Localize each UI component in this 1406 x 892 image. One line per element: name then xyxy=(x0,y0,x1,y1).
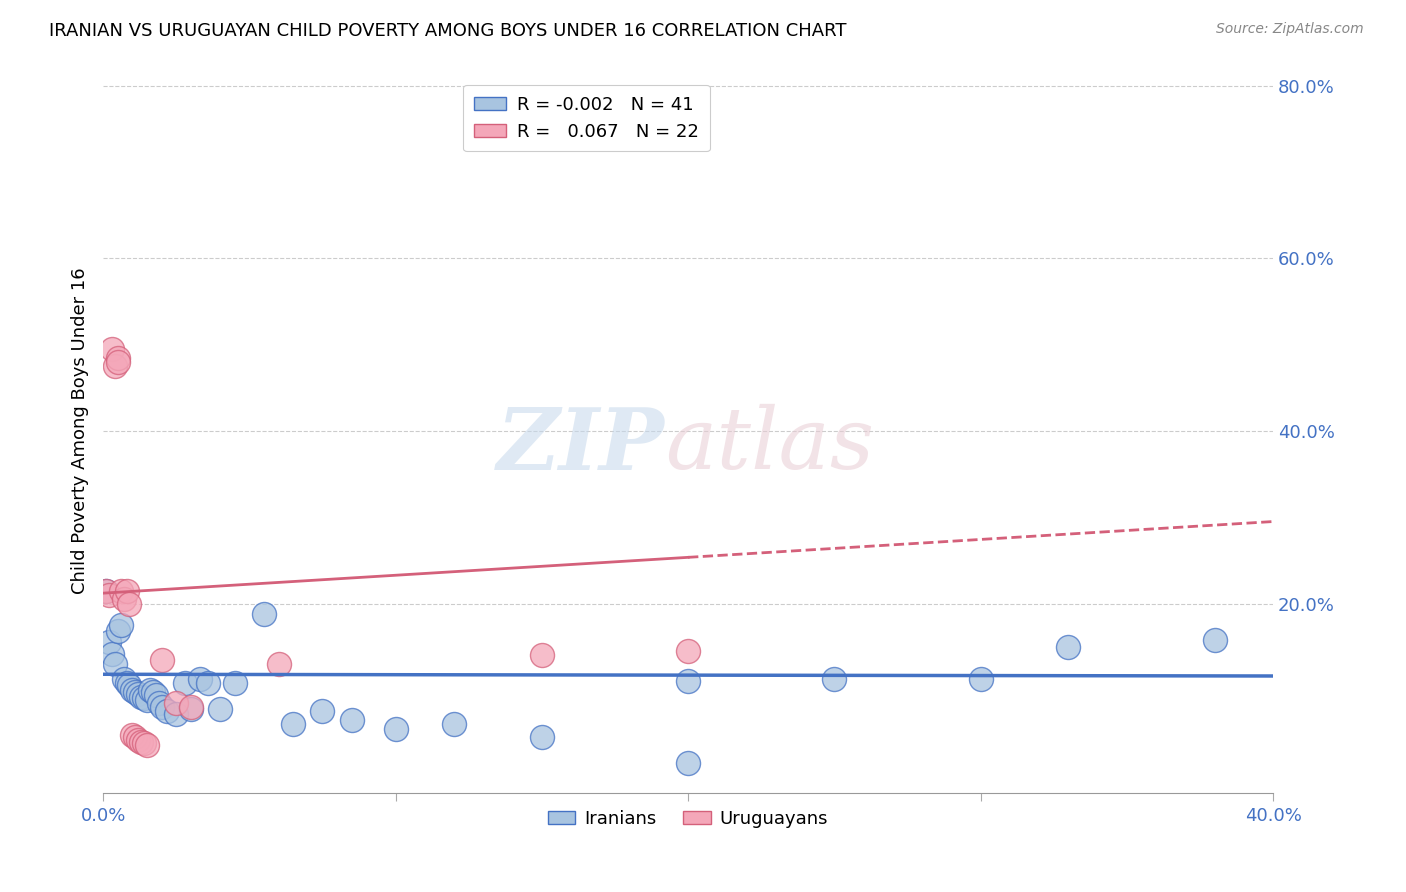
Point xyxy=(150,652,173,666)
Point xyxy=(145,688,167,702)
Point xyxy=(150,700,173,714)
Legend: Iranians, Uruguayans: Iranians, Uruguayans xyxy=(541,803,835,835)
Point xyxy=(107,624,129,639)
Point xyxy=(121,728,143,742)
Text: ZIP: ZIP xyxy=(496,404,665,487)
Point xyxy=(110,618,132,632)
Point xyxy=(180,702,202,716)
Point xyxy=(121,682,143,697)
Point xyxy=(283,717,305,731)
Point xyxy=(188,673,211,687)
Point xyxy=(104,359,127,374)
Point xyxy=(136,738,159,752)
Point xyxy=(156,705,179,719)
Point xyxy=(174,676,197,690)
Point xyxy=(124,731,146,745)
Point xyxy=(823,673,845,687)
Point xyxy=(165,696,187,710)
Point xyxy=(101,647,124,661)
Point xyxy=(94,583,117,598)
Point xyxy=(112,592,135,607)
Point xyxy=(676,756,699,771)
Text: atlas: atlas xyxy=(665,404,873,487)
Text: Source: ZipAtlas.com: Source: ZipAtlas.com xyxy=(1216,22,1364,37)
Y-axis label: Child Poverty Among Boys Under 16: Child Poverty Among Boys Under 16 xyxy=(72,268,89,594)
Point xyxy=(224,676,246,690)
Point xyxy=(110,583,132,598)
Point xyxy=(139,682,162,697)
Point xyxy=(165,706,187,721)
Point xyxy=(136,693,159,707)
Point xyxy=(101,342,124,356)
Point xyxy=(148,696,170,710)
Point xyxy=(107,355,129,369)
Point xyxy=(124,684,146,698)
Point xyxy=(98,635,121,649)
Point xyxy=(132,736,155,750)
Point xyxy=(104,657,127,671)
Point xyxy=(253,607,276,621)
Point xyxy=(530,648,553,663)
Point xyxy=(107,351,129,365)
Point xyxy=(676,644,699,658)
Point xyxy=(127,732,149,747)
Point xyxy=(1057,640,1080,654)
Point xyxy=(115,676,138,690)
Point xyxy=(1204,632,1226,647)
Point xyxy=(530,731,553,745)
Point xyxy=(127,687,149,701)
Point xyxy=(180,700,202,714)
Point xyxy=(129,734,152,748)
Point xyxy=(115,583,138,598)
Point xyxy=(94,583,117,598)
Point xyxy=(132,691,155,706)
Point xyxy=(118,597,141,611)
Point xyxy=(311,705,333,719)
Point xyxy=(142,685,165,699)
Point xyxy=(384,722,406,736)
Point xyxy=(267,657,290,671)
Point xyxy=(197,676,219,690)
Point xyxy=(98,588,121,602)
Point xyxy=(340,713,363,727)
Point xyxy=(676,674,699,689)
Point xyxy=(443,717,465,731)
Point xyxy=(129,690,152,704)
Point xyxy=(969,673,991,687)
Text: IRANIAN VS URUGUAYAN CHILD POVERTY AMONG BOYS UNDER 16 CORRELATION CHART: IRANIAN VS URUGUAYAN CHILD POVERTY AMONG… xyxy=(49,22,846,40)
Point xyxy=(118,678,141,692)
Point xyxy=(209,702,232,716)
Point xyxy=(112,673,135,687)
